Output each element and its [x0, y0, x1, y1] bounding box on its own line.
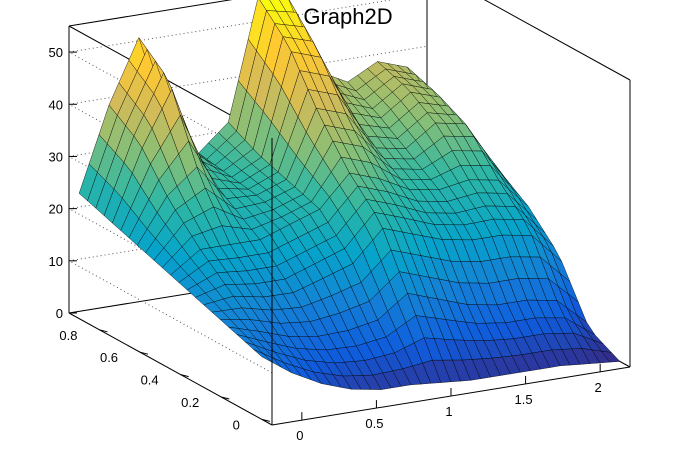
x-tick-label: 1	[445, 404, 452, 419]
z-tick-label: 20	[49, 202, 63, 217]
back-top-edge	[68, 0, 233, 27]
x-tick-label: 2	[595, 380, 602, 395]
surface-cell	[601, 350, 621, 363]
z-tick-label: 30	[49, 149, 63, 164]
right-top-edge	[483, 0, 631, 81]
y-axis-tick-2	[180, 374, 189, 378]
z-tick-label: 0	[56, 306, 63, 321]
chart-title: Graph2D	[303, 4, 393, 29]
y-tick-label: 0.8	[59, 328, 77, 343]
y-axis-tick-0	[261, 418, 270, 422]
y-axis-tick-1	[221, 396, 230, 400]
z-tick-label: 40	[49, 97, 63, 112]
z-tick-label: 10	[49, 254, 63, 269]
x-tick-label: 0	[296, 428, 303, 443]
left-floor-edge	[68, 312, 273, 426]
y-tick-label: 0	[233, 417, 240, 432]
z-gridline-back-1	[68, 202, 428, 262]
y-tick-label: 0.4	[141, 373, 159, 388]
z-tick-label: 50	[49, 45, 63, 60]
y-axis-tick-4	[99, 329, 108, 333]
y-axis-tick-3	[139, 351, 149, 355]
surface-mesh	[78, 0, 621, 390]
x-tick-label: 0.5	[365, 416, 383, 431]
y-tick-label: 0.2	[181, 395, 199, 410]
y-tick-label: 0.6	[100, 350, 118, 365]
z-gridline-back-5	[68, 0, 394, 53]
x-tick-label: 1.5	[515, 392, 533, 407]
